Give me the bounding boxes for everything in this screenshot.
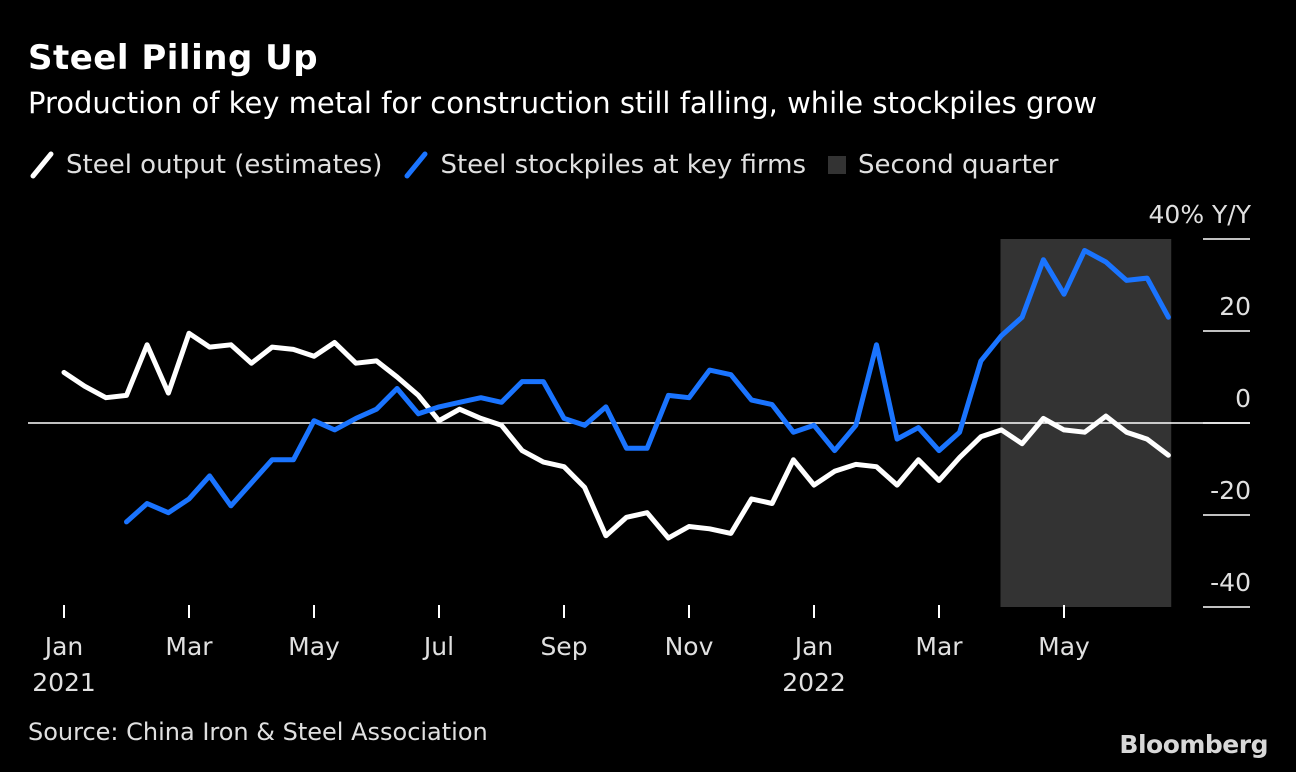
x-tick-year-label: 2021: [32, 668, 96, 697]
y-tick-label: 0: [1235, 384, 1251, 413]
y-tick-label: -40: [1210, 568, 1251, 597]
y-tick-label: 40% Y/Y: [1149, 200, 1252, 229]
x-tick-label: Jul: [422, 632, 454, 661]
x-tick-label: May: [1038, 632, 1090, 661]
legend-output-label: Steel output (estimates): [66, 150, 383, 180]
x-tick-label: Sep: [540, 632, 587, 661]
quarter-swatch-icon: [828, 156, 847, 174]
legend-stockpiles-label: Steel stockpiles at key firms: [440, 150, 807, 180]
x-tick-label: Mar: [165, 632, 213, 661]
x-tick-label: Nov: [665, 632, 714, 661]
output-line-swatch-icon: [30, 151, 54, 179]
legend-quarter-label: Second quarter: [858, 150, 1059, 180]
source-note: Source: China Iron & Steel Association: [28, 718, 488, 746]
x-tick-label: Jan: [43, 632, 84, 661]
legend: Steel output (estimates) Steel stockpile…: [30, 150, 1080, 180]
chart-title: Steel Piling Up: [28, 38, 319, 78]
legend-item-stockpiles: Steel stockpiles at key firms: [404, 150, 806, 180]
bloomberg-logo: Bloomberg: [1119, 730, 1268, 759]
y-tick-label: 20: [1219, 292, 1251, 321]
x-tick-label: Mar: [915, 632, 963, 661]
stockpiles-line-swatch-icon: [404, 151, 428, 179]
x-tick-label: Jan: [793, 632, 834, 661]
legend-item-output: Steel output (estimates): [30, 150, 382, 180]
chart-subtitle: Production of key metal for construction…: [28, 86, 1098, 120]
steel-output-line: [61, 330, 1171, 541]
x-tick-year-label: 2022: [782, 668, 846, 697]
steel-stockpiles-line: [124, 248, 1171, 525]
legend-item-quarter: Second quarter: [828, 150, 1058, 180]
x-tick-label: May: [288, 632, 340, 661]
y-tick-label: -20: [1210, 476, 1251, 505]
